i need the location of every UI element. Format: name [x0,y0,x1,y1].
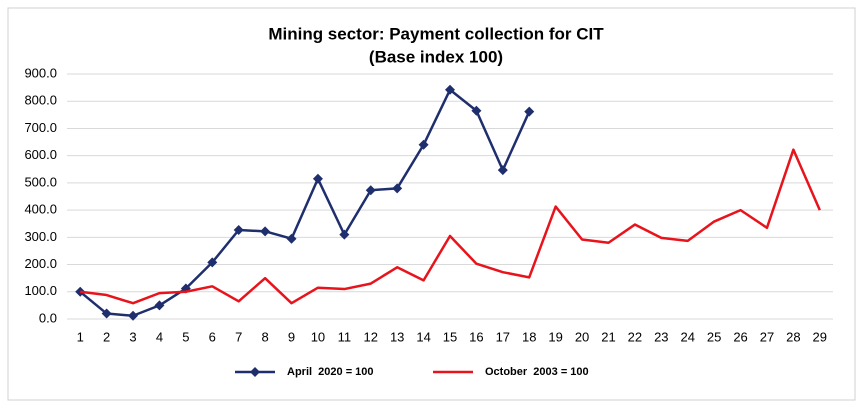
x-tick-label: 22 [628,329,642,344]
point-marker [524,106,535,117]
x-tick-label: 14 [416,329,430,344]
legend-label: April 2020 = 100 [287,366,374,378]
x-tick-label: 12 [364,329,378,344]
series-line [79,88,531,317]
x-tick-label: 28 [786,329,800,344]
x-tick-label: 2 [103,329,110,344]
y-tick-label: 400.0 [24,202,57,217]
y-tick-label: 800.0 [24,93,57,108]
x-tick-label: 18 [522,329,536,344]
point-marker [233,224,244,235]
point-marker [101,308,112,319]
x-tick-label: 23 [654,329,668,344]
x-tick-label: 1 [77,329,84,344]
x-tick-label: 25 [707,329,721,344]
chart-border [7,7,856,401]
x-tick-label: 16 [469,329,483,344]
y-tick-label: 200.0 [24,256,57,271]
point-marker [312,173,323,184]
y-tick-label: 700.0 [24,120,57,135]
x-tick-label: 7 [235,329,242,344]
point-marker [128,310,139,321]
series-line [80,148,821,305]
point-marker [286,233,297,244]
x-tick-label: 13 [390,329,404,344]
x-tick-label: 17 [496,329,510,344]
x-tick-label: 5 [182,329,189,344]
x-tick-label: 10 [311,329,325,344]
x-tick-label: 19 [548,329,562,344]
x-tick-label: 21 [601,329,615,344]
x-tick-label: 24 [680,329,694,344]
y-tick-label: 500.0 [24,174,57,189]
x-tick-label: 11 [338,329,352,344]
y-tick-label: 0.0 [39,310,57,325]
x-tick-label: 27 [760,329,774,344]
x-tick-label: 6 [209,329,216,344]
y-tick-label: 600.0 [24,147,57,162]
chart-subtitle: (Base index 100) [369,47,503,66]
x-tick-label: 20 [575,329,589,344]
point-marker [154,300,165,311]
x-tick-label: 15 [443,329,457,344]
x-tick-label: 9 [288,329,295,344]
point-marker [445,84,455,95]
x-tick-label: 29 [813,329,827,344]
point-marker [471,105,482,116]
y-tick-label: 100.0 [24,283,57,298]
point-marker [365,185,376,196]
legend-marker [250,367,260,377]
x-tick-label: 3 [129,329,136,344]
point-marker [418,139,429,150]
chart-title: Mining sector: Payment collection for CI… [268,24,604,43]
y-tick-label: 300.0 [24,229,57,244]
x-tick-label: 4 [156,329,163,344]
legend-label: October 2003 = 100 [485,366,589,378]
y-tick-label: 900.0 [24,65,57,80]
point-marker [497,165,508,176]
point-marker [339,229,350,240]
x-tick-label: 26 [733,329,747,344]
point-marker [392,183,403,194]
point-marker [260,226,271,237]
x-tick-label: 8 [261,329,268,344]
point-marker [207,257,218,268]
